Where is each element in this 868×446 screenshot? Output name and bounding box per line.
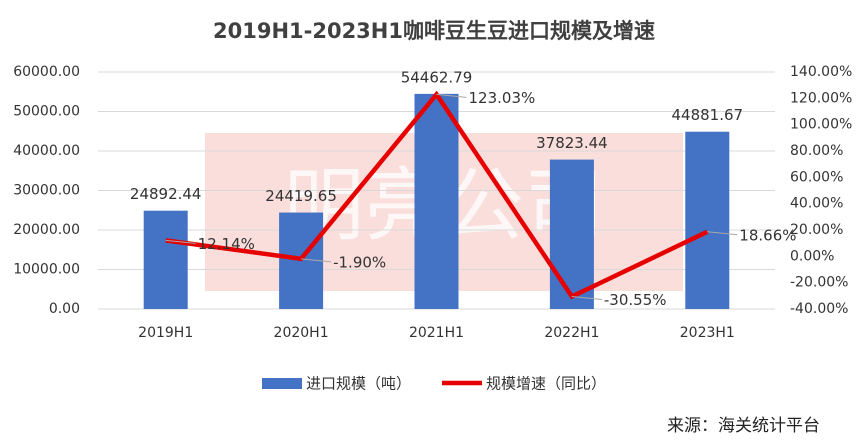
legend-swatch — [262, 378, 302, 389]
leader-line — [301, 258, 332, 263]
x-tick-label: 2023H1 — [680, 325, 735, 341]
bar — [143, 210, 188, 309]
bar — [414, 93, 459, 309]
y2-tick-label: 40.00% — [790, 196, 843, 212]
y-tick-label: 60000.00 — [13, 64, 80, 80]
chart-title: 2019H1-2023H1咖啡豆生豆进口规模及增速 — [213, 19, 655, 43]
line-label: 12.14% — [198, 235, 255, 253]
y2-tick-label: 0.00% — [790, 248, 834, 264]
bar-label: 54462.79 — [401, 68, 473, 86]
y2-tick-label: 80.00% — [790, 143, 843, 159]
bar-label: 37823.44 — [536, 134, 608, 152]
y-tick-label: 30000.00 — [13, 183, 80, 199]
bar-label: 24892.44 — [130, 185, 202, 203]
legend-label: 规模增速（同比） — [486, 375, 606, 393]
y2-tick-label: 20.00% — [790, 222, 843, 238]
x-tick-label: 2020H1 — [274, 325, 329, 341]
leader-line — [436, 93, 467, 98]
source: 来源：海关统计平台 — [667, 416, 820, 436]
y-tick-label: 20000.00 — [13, 222, 80, 238]
line-label: 123.03% — [469, 89, 536, 107]
y-tick-label: 0.00 — [49, 301, 80, 317]
y2-tick-label: 140.00% — [790, 64, 852, 80]
bar-label: 44881.67 — [672, 106, 744, 124]
y2-tick-label: -40.00% — [790, 301, 848, 317]
x-tick-label: 2019H1 — [138, 325, 193, 341]
y-tick-label: 50000.00 — [13, 104, 80, 120]
line-label: -1.90% — [333, 253, 386, 271]
y-tick-label: 40000.00 — [13, 143, 80, 159]
leader-line — [707, 231, 738, 236]
legend-label: 进口规模（吨） — [306, 375, 411, 393]
y2-tick-label: 120.00% — [790, 90, 852, 106]
line-label: -30.55% — [604, 291, 667, 309]
y2-tick-label: -20.00% — [790, 275, 848, 291]
leader-line — [571, 296, 602, 301]
y2-tick-label: 100.00% — [790, 117, 852, 133]
y2-tick-label: 60.00% — [790, 169, 843, 185]
x-tick-label: 2022H1 — [544, 325, 599, 341]
line — [165, 90, 709, 300]
bar — [549, 159, 594, 309]
bar-label: 24419.65 — [265, 187, 337, 205]
bar — [685, 131, 730, 309]
leader-line — [165, 239, 196, 244]
y-tick-label: 10000.00 — [13, 262, 80, 278]
x-tick-label: 2021H1 — [409, 325, 464, 341]
line-label: 18.66% — [739, 226, 796, 244]
